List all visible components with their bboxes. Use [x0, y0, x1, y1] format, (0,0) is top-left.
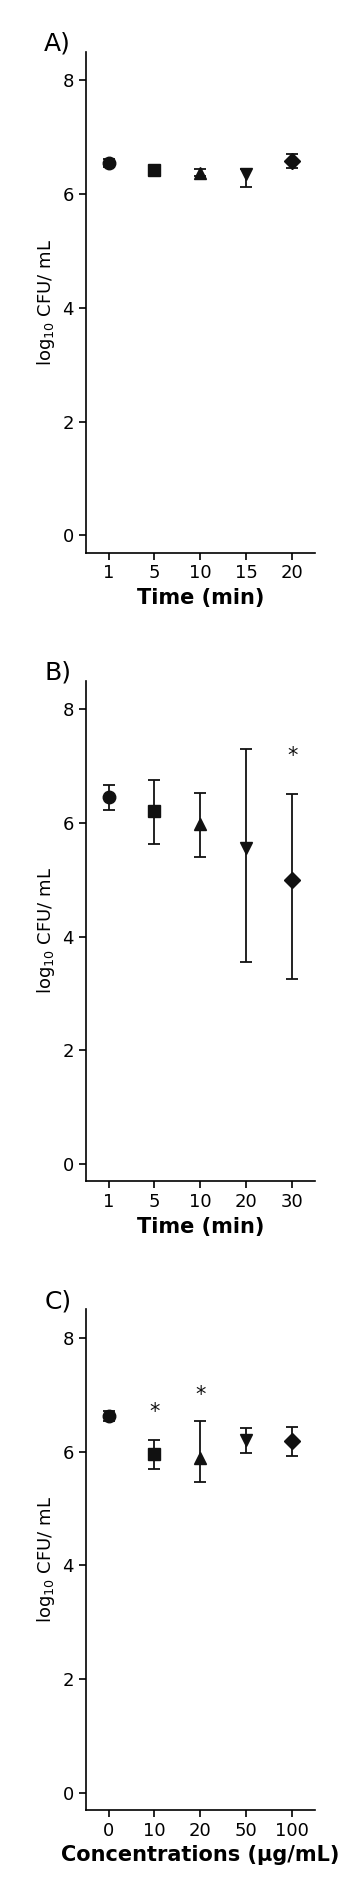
Text: *: * — [287, 747, 298, 766]
Text: C): C) — [44, 1290, 71, 1313]
Text: *: * — [195, 1385, 205, 1404]
X-axis label: Concentrations (μg/mL): Concentrations (μg/mL) — [61, 1845, 340, 1866]
X-axis label: Time (min): Time (min) — [137, 587, 264, 608]
Text: B): B) — [44, 661, 71, 684]
Text: *: * — [149, 1402, 160, 1421]
X-axis label: Time (min): Time (min) — [137, 1216, 264, 1237]
Y-axis label: log$_{10}$ CFU/ mL: log$_{10}$ CFU/ mL — [35, 868, 57, 994]
Y-axis label: log$_{10}$ CFU/ mL: log$_{10}$ CFU/ mL — [35, 1495, 57, 1623]
Text: A): A) — [44, 32, 71, 55]
Y-axis label: log$_{10}$ CFU/ mL: log$_{10}$ CFU/ mL — [35, 239, 57, 367]
